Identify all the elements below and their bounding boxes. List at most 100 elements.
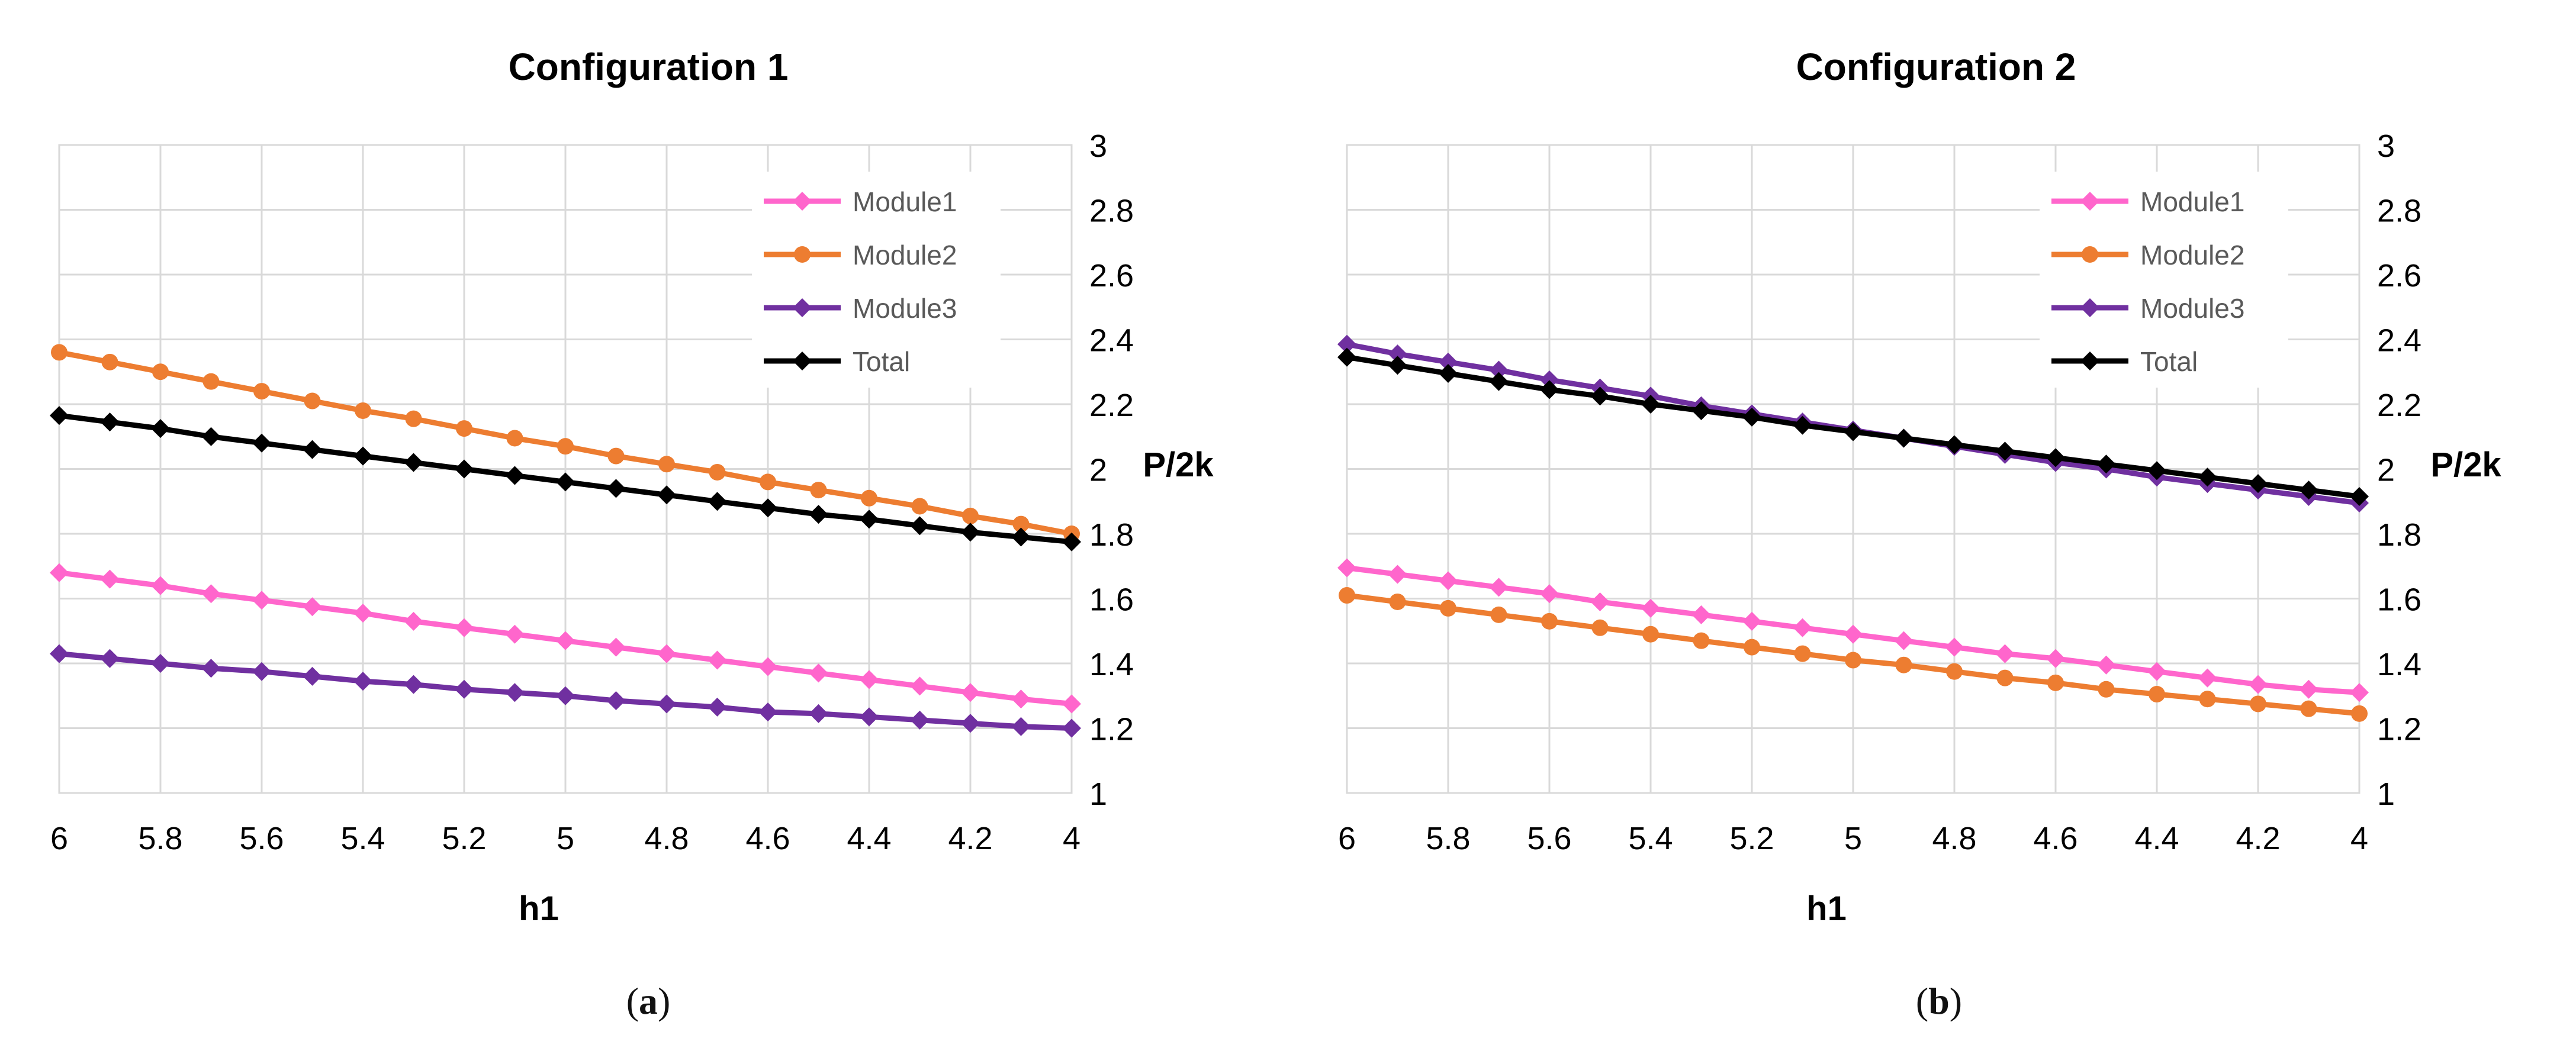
data-point-module3 xyxy=(758,702,777,722)
data-point-total xyxy=(2147,461,2166,481)
data-point-total xyxy=(50,406,69,425)
data-point-total xyxy=(1894,428,1913,448)
data-point-module3 xyxy=(252,662,271,681)
chart-title-a: Configuration 1 xyxy=(509,46,789,88)
data-point-module2 xyxy=(962,507,979,524)
data-point-total xyxy=(1945,435,1964,454)
data-point-total xyxy=(2299,481,2318,500)
data-point-module1 xyxy=(1011,689,1031,709)
y-tick-label-a: 2.2 xyxy=(1089,388,1134,423)
y-tick-label-b: 1.6 xyxy=(2377,582,2421,618)
chart-panel-b: 1 1.2 1.4 1.6 1.8 2 2.2 2.4 2.6 2.8 3 6 5.8 5.6 5.4 5.2… xyxy=(1337,46,2501,928)
data-point-module1 xyxy=(201,584,221,604)
data-point-module1 xyxy=(556,631,575,650)
data-point-total xyxy=(1691,401,1711,420)
data-point-module1 xyxy=(809,663,828,683)
data-point-module2 xyxy=(760,473,776,491)
data-point-module2 xyxy=(1339,587,1355,604)
data-point-module1 xyxy=(2198,668,2217,688)
data-point-total xyxy=(151,419,170,439)
data-point-module1 xyxy=(1062,694,1081,714)
data-point-module1 xyxy=(1742,611,1761,631)
data-point-total xyxy=(455,459,474,479)
data-point-module2 xyxy=(2351,705,2368,722)
x-tick-label-a: 4 xyxy=(1063,821,1080,856)
data-point-total xyxy=(2350,487,2369,507)
x-tick-label-b: 4.6 xyxy=(2033,821,2077,856)
data-point-module1 xyxy=(1691,605,1711,624)
y-tick-label-b: 2 xyxy=(2377,453,2395,488)
data-point-module2 xyxy=(2047,674,2064,691)
y-tick-label-a: 2.8 xyxy=(1089,194,1134,229)
data-point-module3 xyxy=(1439,352,1458,372)
data-point-total xyxy=(758,498,777,518)
x-tick-label-a: 6 xyxy=(50,821,68,856)
data-point-module3 xyxy=(505,683,525,702)
series-module3-a xyxy=(50,644,1081,738)
data-point-module3 xyxy=(707,697,727,717)
data-point-module2 xyxy=(456,420,472,437)
data-point-module1 xyxy=(2046,649,2065,668)
data-point-module3 xyxy=(151,654,170,673)
data-point-module3 xyxy=(353,672,372,691)
y-tick-label-b: 1.8 xyxy=(2377,517,2421,553)
data-point-module3 xyxy=(1337,334,1356,354)
data-point-total xyxy=(1590,386,1610,406)
y-tick-label-a: 3 xyxy=(1089,128,1107,164)
y-axis-label-b: P/2k xyxy=(2430,446,2501,484)
data-point-total xyxy=(606,479,626,498)
data-point-module1 xyxy=(1337,558,1356,578)
data-point-module2 xyxy=(709,463,726,481)
y-tick-label-a: 1.2 xyxy=(1089,712,1134,747)
data-point-module2 xyxy=(1693,632,1710,649)
data-point-total xyxy=(1641,395,1660,414)
data-point-total xyxy=(404,453,423,472)
data-point-module2 xyxy=(810,482,827,499)
series-module1-a xyxy=(50,563,1081,714)
x-axis-label-a: h1 xyxy=(519,889,559,928)
data-point-module1 xyxy=(1844,624,1863,644)
series-module2-b xyxy=(1339,587,2368,722)
data-point-total xyxy=(961,523,980,542)
data-point-module1 xyxy=(404,611,423,631)
data-point-module3 xyxy=(657,694,676,714)
data-point-module3 xyxy=(1011,717,1031,736)
legend-box-a xyxy=(752,172,1001,388)
data-point-module2 xyxy=(2250,695,2266,713)
y-tick-label-b: 2.2 xyxy=(2377,388,2421,423)
data-point-module2 xyxy=(1642,626,1659,643)
data-point-module1 xyxy=(353,604,372,623)
data-point-module2 xyxy=(1845,652,1861,669)
data-point-module1 xyxy=(455,618,474,637)
chart-title-b: Configuration 2 xyxy=(1796,46,2076,88)
data-point-module2 xyxy=(101,353,118,370)
data-point-module1 xyxy=(252,591,271,610)
data-point-module2 xyxy=(355,402,371,419)
x-tick-label-a: 4.8 xyxy=(644,821,689,856)
data-point-module2 xyxy=(861,489,877,507)
data-point-total xyxy=(100,412,120,432)
data-point-module3 xyxy=(860,707,879,727)
data-point-total xyxy=(1011,527,1031,547)
data-point-module3 xyxy=(303,666,322,686)
caption-b-letter: b xyxy=(1928,980,1950,1022)
legend-marker-total xyxy=(793,352,812,370)
y-tick-label-a: 1 xyxy=(1089,776,1107,812)
data-point-total xyxy=(809,505,828,524)
y-tick-label-a: 1.4 xyxy=(1089,647,1134,682)
y-tick-label-a: 1.6 xyxy=(1089,582,1134,618)
data-point-total xyxy=(910,516,930,536)
data-point-total xyxy=(1489,372,1509,391)
y-tick-label-b: 1.2 xyxy=(2377,712,2421,747)
y-tick-label-b: 3 xyxy=(2377,128,2395,164)
series-total-b xyxy=(1337,347,2369,507)
legend-marker-total xyxy=(2080,352,2099,370)
data-point-module1 xyxy=(2350,683,2369,702)
data-point-module2 xyxy=(506,430,523,447)
data-point-module1 xyxy=(151,576,170,595)
y-tick-label-a: 1.8 xyxy=(1089,517,1134,553)
x-tick-label-b: 5.2 xyxy=(1729,821,1774,856)
x-tick-label-a: 4.4 xyxy=(847,821,891,856)
y-tick-label-b: 1.4 xyxy=(2377,647,2421,682)
data-point-module2 xyxy=(658,456,675,473)
